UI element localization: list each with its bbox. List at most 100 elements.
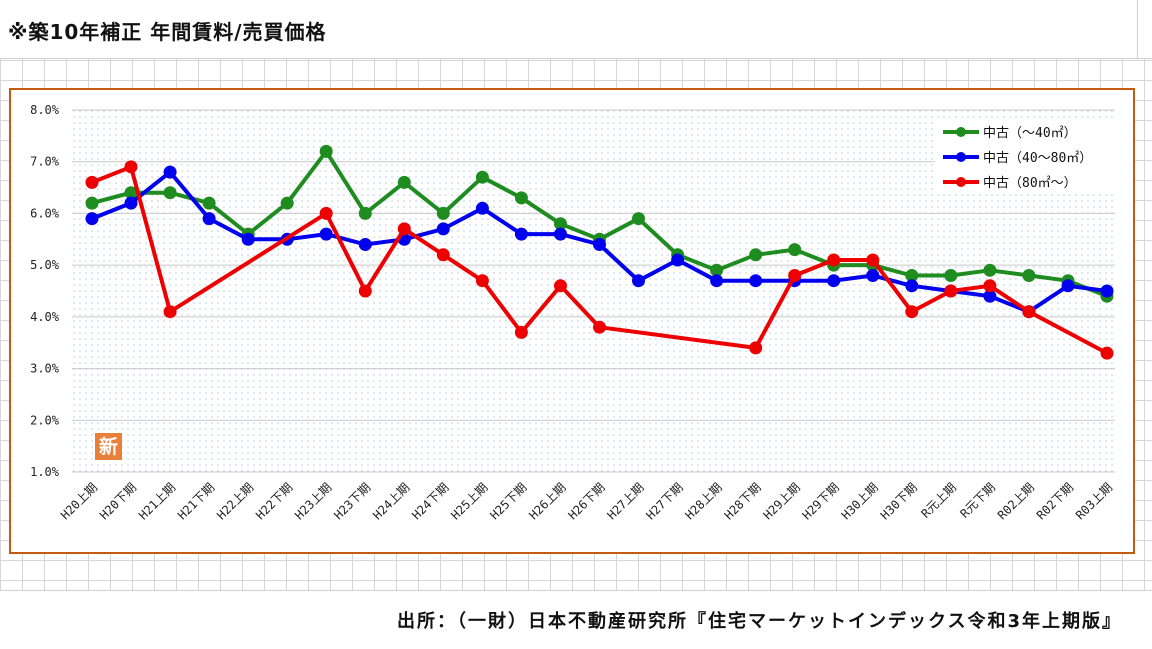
- x-tick-label: H24上期: [370, 480, 412, 522]
- legend-item: 中古（40～80㎡）: [943, 151, 1092, 166]
- data-point: [514, 227, 528, 241]
- data-point: [671, 253, 685, 267]
- data-point: [827, 274, 841, 288]
- x-tick-label: H25下期: [487, 480, 529, 522]
- x-tick-label: H21下期: [175, 480, 217, 522]
- x-tick-label: R02下期: [1034, 480, 1076, 522]
- data-point: [944, 284, 958, 298]
- data-point: [1100, 346, 1114, 360]
- x-tick-label: H23下期: [331, 480, 373, 522]
- legend-marker: [956, 177, 966, 187]
- y-tick-label: 5.0%: [30, 258, 60, 272]
- data-point: [319, 227, 333, 241]
- data-point: [85, 212, 99, 226]
- legend-label: 中古（～40㎡）: [983, 126, 1077, 141]
- legend-marker: [956, 152, 966, 162]
- page-title: ※築10年補正 年間賃料/売買価格: [8, 20, 327, 44]
- data-point: [475, 170, 489, 184]
- legend: 中古（～40㎡） 中古（40～80㎡） 中古（80㎡～）: [935, 118, 1119, 192]
- data-point: [944, 269, 958, 282]
- x-tick-label: H20下期: [97, 480, 139, 522]
- x-tick-label: H28上期: [683, 480, 725, 522]
- data-point: [905, 279, 919, 293]
- data-point: [163, 305, 177, 319]
- x-tick-label: H26下期: [565, 480, 607, 522]
- data-point: [475, 274, 489, 288]
- data-point: [554, 217, 567, 231]
- x-tick-label: H29下期: [800, 480, 842, 522]
- data-point: [788, 243, 802, 257]
- data-point: [436, 222, 450, 236]
- x-tick-label: R03上期: [1073, 480, 1115, 522]
- data-point: [124, 186, 138, 200]
- data-point: [866, 253, 880, 267]
- data-point: [749, 341, 763, 355]
- data-point: [202, 196, 216, 210]
- data-point: [358, 284, 372, 298]
- series-line: [91, 164, 1108, 355]
- y-axis-ticks: 1.0% 2.0% 3.0% 4.0% 5.0% 6.0% 7.0% 8.0%: [30, 103, 60, 479]
- data-point: [983, 279, 997, 293]
- x-tick-label: H21上期: [136, 480, 178, 522]
- data-point: [749, 274, 763, 288]
- x-tick-label: R元下期: [958, 480, 998, 520]
- y-tick-label: 3.0%: [30, 362, 60, 376]
- new-badge: 新: [95, 433, 122, 460]
- x-tick-label: H30上期: [839, 480, 881, 522]
- data-point: [163, 186, 177, 200]
- chart-frame[interactable]: 1.0% 2.0% 3.0% 4.0% 5.0% 6.0% 7.0% 8.0% H20上期 H2…: [9, 88, 1135, 554]
- source-citation: 出所：（一財）日本不動産研究所『住宅マーケットインデックス令和3年上期版』: [397, 611, 1122, 632]
- x-tick-label: H27上期: [604, 480, 646, 522]
- data-point: [827, 253, 841, 267]
- data-point: [280, 196, 294, 210]
- x-tick-label: H26上期: [526, 480, 568, 522]
- data-point: [866, 269, 880, 282]
- data-point: [436, 248, 450, 262]
- x-tick-label: H28下期: [722, 480, 764, 522]
- x-tick-label: R02上期: [995, 480, 1037, 522]
- x-tick-label: H23上期: [292, 480, 334, 522]
- x-tick-label: H20上期: [58, 480, 100, 522]
- series-3: [85, 160, 1114, 360]
- data-point: [983, 289, 997, 303]
- x-tick-label: H22上期: [214, 480, 256, 522]
- data-point: [514, 325, 528, 339]
- data-point: [1100, 284, 1114, 298]
- x-tick-label: H29上期: [761, 480, 803, 522]
- data-point: [163, 165, 177, 179]
- data-point: [436, 206, 450, 220]
- data-point: [632, 212, 645, 226]
- data-point: [514, 191, 528, 205]
- data-point: [710, 274, 724, 288]
- x-tick-label: H27下期: [643, 480, 685, 522]
- data-point: [319, 206, 333, 220]
- data-point: [85, 175, 99, 189]
- data-point: [85, 196, 99, 210]
- data-point: [358, 238, 372, 251]
- data-point: [1022, 305, 1036, 319]
- data-point: [124, 196, 138, 210]
- data-point: [632, 274, 645, 288]
- y-tick-label: 6.0%: [30, 206, 60, 220]
- data-point: [554, 279, 567, 293]
- data-point: [358, 206, 372, 220]
- x-tick-label: H25上期: [448, 480, 490, 522]
- title-band: ※築10年補正 年間賃料/売買価格: [0, 0, 1152, 59]
- source-band: 出所：（一財）日本不動産研究所『住宅マーケットインデックス令和3年上期版』: [0, 590, 1152, 649]
- column-divider: [1137, 0, 1138, 58]
- data-point: [905, 305, 919, 319]
- legend-item: 中古（80㎡～）: [943, 176, 1077, 191]
- x-tick-label: H22下期: [253, 480, 295, 522]
- data-point: [124, 160, 138, 174]
- data-point: [593, 238, 606, 251]
- x-axis-ticks: H20上期H20下期H21上期H21下期H22上期H22下期H23上期H23下期…: [58, 480, 1115, 522]
- data-point: [983, 263, 997, 277]
- badge-label: 新: [99, 435, 118, 458]
- series-group: [85, 144, 1114, 360]
- data-point: [905, 269, 919, 282]
- data-point: [319, 144, 333, 158]
- data-point: [475, 201, 489, 215]
- x-tick-label: H24下期: [409, 480, 451, 522]
- data-point: [593, 320, 606, 334]
- legend-label: 中古（80㎡～）: [983, 176, 1077, 191]
